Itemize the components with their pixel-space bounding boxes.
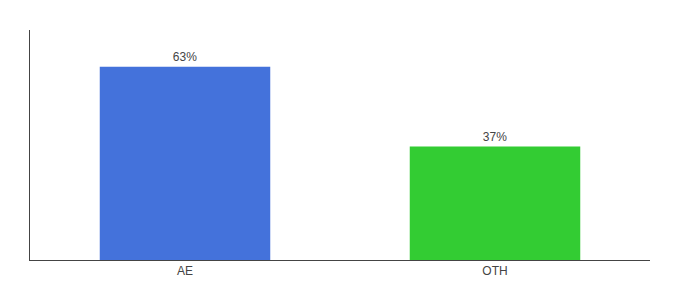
svg-text:AE: AE	[177, 264, 193, 278]
svg-text:OTH: OTH	[482, 264, 507, 278]
svg-text:63%: 63%	[173, 50, 197, 64]
svg-text:37%: 37%	[483, 130, 507, 144]
